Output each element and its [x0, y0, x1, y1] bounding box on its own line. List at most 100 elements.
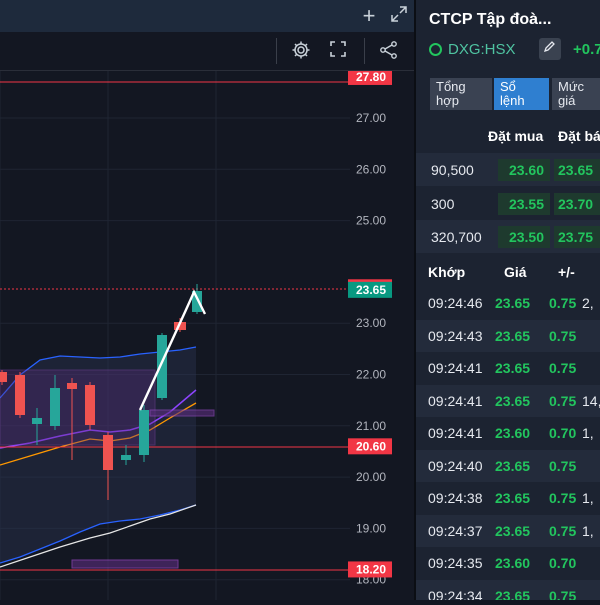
- trade-volume: 2,: [582, 295, 594, 311]
- candle-down: [67, 383, 77, 389]
- tab-muc-gia[interactable]: Mức giá: [552, 78, 600, 110]
- orderbook-row[interactable]: 300 23.55 23.70: [416, 187, 600, 220]
- candle-up: [32, 418, 42, 424]
- status-dot-icon: [429, 43, 442, 56]
- trade-time-header: Khớp: [428, 264, 466, 280]
- price-chart[interactable]: 27.00 26.00 25.00 23.00 22.00 21.00 20.00 19.00…: [0, 68, 414, 600]
- company-title: CTCP Tập đoà...: [429, 11, 552, 28]
- trade-time: 09:24:37: [428, 522, 483, 539]
- tab-so-lenh[interactable]: Sổ lệnh: [494, 78, 549, 110]
- trade-price: 23.65: [495, 360, 531, 376]
- expand-icon[interactable]: [388, 5, 410, 27]
- order-panel: CTCP Tập đoà... DXG:HSX +0.75 Tổng hợp S…: [416, 0, 600, 600]
- trade-price: 23.65: [495, 587, 531, 601]
- trade-change: 0.75: [549, 327, 577, 344]
- toolbar-separator: [364, 38, 365, 64]
- orderbook-bid: 23.55: [498, 193, 550, 215]
- candle-up: [157, 335, 167, 398]
- orderbook-bid: 23.50: [498, 226, 550, 248]
- price-tag: 23.65: [348, 281, 392, 298]
- trade-change: 0.75: [549, 490, 577, 506]
- drawing-rectangle: [149, 409, 215, 417]
- price-tag-text: 27.80: [356, 71, 386, 84]
- panel-divider[interactable]: [414, 0, 416, 600]
- trade-row[interactable]: 09:24:37 23.65 0.75 1,: [416, 514, 600, 547]
- bollinger-band-fill: [0, 347, 196, 563]
- tab-tong-hop[interactable]: Tổng hợp: [430, 78, 492, 110]
- price-tag-text: 23.65: [356, 283, 386, 297]
- trade-time: 09:24:41: [428, 425, 483, 441]
- trend-line-drawing: [138, 289, 207, 411]
- chart-header-bar: +: [0, 0, 414, 32]
- ask-header: Đặt bá: [558, 128, 600, 144]
- trade-row[interactable]: 09:24:34 23.65 0.75: [416, 579, 600, 601]
- bid-header: Đặt mua: [488, 128, 544, 144]
- orderbook-bid: 23.60: [498, 159, 550, 181]
- orderbook-row[interactable]: 90,500 23.60 23.65: [416, 153, 600, 186]
- trade-time: 09:24:46: [428, 295, 483, 311]
- trade-price: 23.65: [495, 490, 531, 506]
- trade-row[interactable]: 09:24:41 23.65 0.75 14,: [416, 384, 600, 417]
- drawing-rectangle: [0, 369, 156, 446]
- price-tag-text: 20.60: [356, 439, 386, 453]
- trade-volume: 1,: [582, 425, 594, 441]
- fullscreen-icon[interactable]: [327, 40, 349, 62]
- price-axis-tick: 20.00: [356, 470, 386, 484]
- trade-time: 09:24:40: [428, 457, 483, 474]
- trade-row[interactable]: 09:24:41 23.65 0.75: [416, 352, 600, 385]
- price-tag: 27.80: [348, 68, 392, 85]
- trade-row[interactable]: 09:24:40 23.65 0.75: [416, 449, 600, 482]
- trade-row[interactable]: 09:24:35 23.60 0.70: [416, 547, 600, 580]
- bollinger-lower-line: [0, 504, 197, 564]
- ticker-symbol[interactable]: DXG:HSX: [448, 41, 516, 58]
- trade-change: 0.75: [549, 587, 577, 601]
- moving-average-white: [0, 504, 197, 568]
- pencil-icon[interactable]: [539, 38, 561, 60]
- tab-label: giá: [558, 93, 576, 108]
- tab-label: hợp: [436, 93, 459, 108]
- trade-row[interactable]: 09:24:43 23.65 0.75: [416, 319, 600, 352]
- price-tag: 20.60: [348, 438, 392, 455]
- tab-label: Mức: [558, 79, 585, 94]
- trade-price: 23.65: [495, 327, 531, 344]
- orderbook-ask: 23.70: [554, 193, 600, 215]
- tab-label: lệnh: [500, 93, 525, 108]
- orderbook-ask: 23.65: [554, 159, 600, 181]
- orderbook-row[interactable]: 320,700 23.50 23.75: [416, 220, 600, 253]
- ticker-row: DXG:HSX +0.75: [427, 38, 600, 62]
- trade-time: 09:24:38: [428, 490, 483, 506]
- trade-change: 0.70: [549, 555, 577, 571]
- trade-row[interactable]: 09:24:46 23.65 0.75 2,: [416, 287, 600, 320]
- candle-down: [103, 435, 113, 470]
- share-icon[interactable]: [378, 40, 400, 62]
- trade-time: 09:24:34: [428, 587, 483, 601]
- trade-change: 0.75: [549, 457, 577, 474]
- trade-row[interactable]: 09:24:38 23.65 0.75 1,: [416, 482, 600, 515]
- trade-price: 23.60: [495, 425, 531, 441]
- trade-price: 23.65: [495, 392, 531, 409]
- price-axis-tick: 26.00: [356, 162, 386, 176]
- trade-volume: 1,: [582, 490, 594, 506]
- tab-label: Tổng: [436, 79, 466, 94]
- candles: [0, 284, 202, 500]
- trade-time: 09:24:35: [428, 555, 483, 571]
- plus-icon[interactable]: +: [362, 3, 376, 28]
- gear-icon[interactable]: [290, 40, 312, 62]
- price-axis: 27.00 26.00 25.00 23.00 22.00 21.00 20.00 19.00…: [356, 111, 386, 587]
- trade-price-header: Giá: [504, 264, 527, 280]
- chart-canvas[interactable]: 27.00 26.00 25.00 23.00 22.00 21.00 20.00 19.00…: [0, 68, 414, 600]
- trade-change: 0.75: [549, 522, 577, 539]
- candle-down: [174, 322, 186, 330]
- candle-down: [0, 372, 7, 382]
- price-tag-bg: [348, 561, 392, 578]
- toolbar-separator: [276, 38, 277, 64]
- orderbook-volume: 320,700: [431, 229, 482, 245]
- candle-down: [85, 385, 95, 425]
- orderbook-volume: 300: [431, 196, 455, 212]
- orderbook-ask: 23.75: [554, 226, 600, 248]
- price-change: +0.75: [573, 41, 600, 58]
- price-axis-tick: 25.00: [356, 214, 386, 228]
- trade-row[interactable]: 09:24:41 23.60 0.70 1,: [416, 417, 600, 450]
- drawing-rectangle: [71, 559, 179, 569]
